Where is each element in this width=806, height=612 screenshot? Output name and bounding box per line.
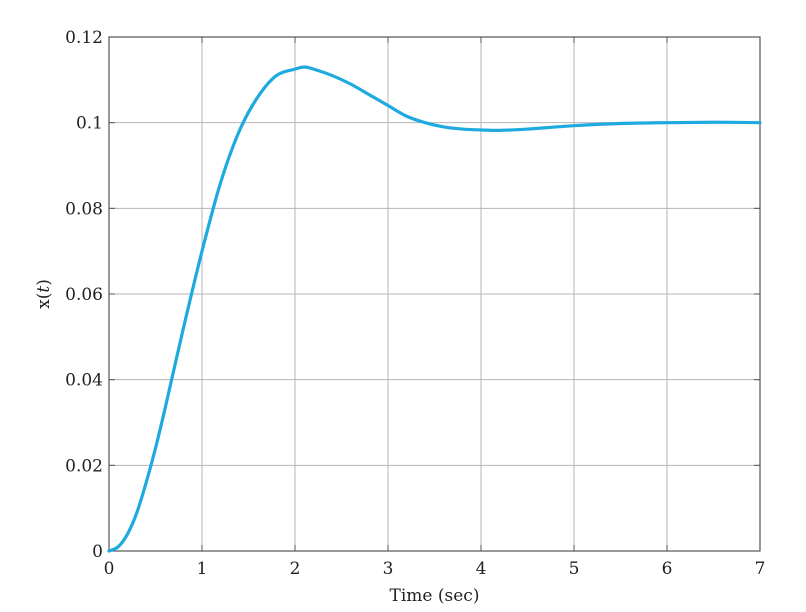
y-tick-labels: 0 0.02 0.04 0.06 0.08 0.1 0.12: [65, 28, 103, 562]
x-tick-label: 3: [383, 559, 394, 579]
y-tick-label: 0.04: [65, 371, 103, 391]
x-tick-labels: 0 1 2 3 4 5 6 7: [104, 559, 766, 579]
y-tick-label: 0: [92, 542, 103, 562]
y-tick-label: 0.1: [76, 114, 103, 134]
x-tick-label: 6: [662, 559, 673, 579]
grid: [108, 36, 761, 552]
y-tick-label: 0.12: [65, 28, 103, 48]
y-tick-label: 0.08: [65, 199, 103, 219]
x-tick-label: 0: [104, 559, 115, 579]
x-tick-label: 5: [569, 559, 580, 579]
x-tick-label: 2: [290, 559, 301, 579]
plot-frame: [108, 36, 761, 552]
x-tick-label: 4: [476, 559, 487, 579]
y-axis-label: x(t): [34, 279, 54, 309]
x-axis-label: Time (sec): [390, 586, 480, 606]
series-line: [107, 65, 762, 553]
y-tick-label: 0.02: [65, 456, 103, 476]
x-tick-label: 7: [755, 559, 766, 579]
x-tick-label: 1: [197, 559, 208, 579]
series-group: [107, 65, 762, 553]
y-tick-label: 0.06: [65, 285, 103, 305]
